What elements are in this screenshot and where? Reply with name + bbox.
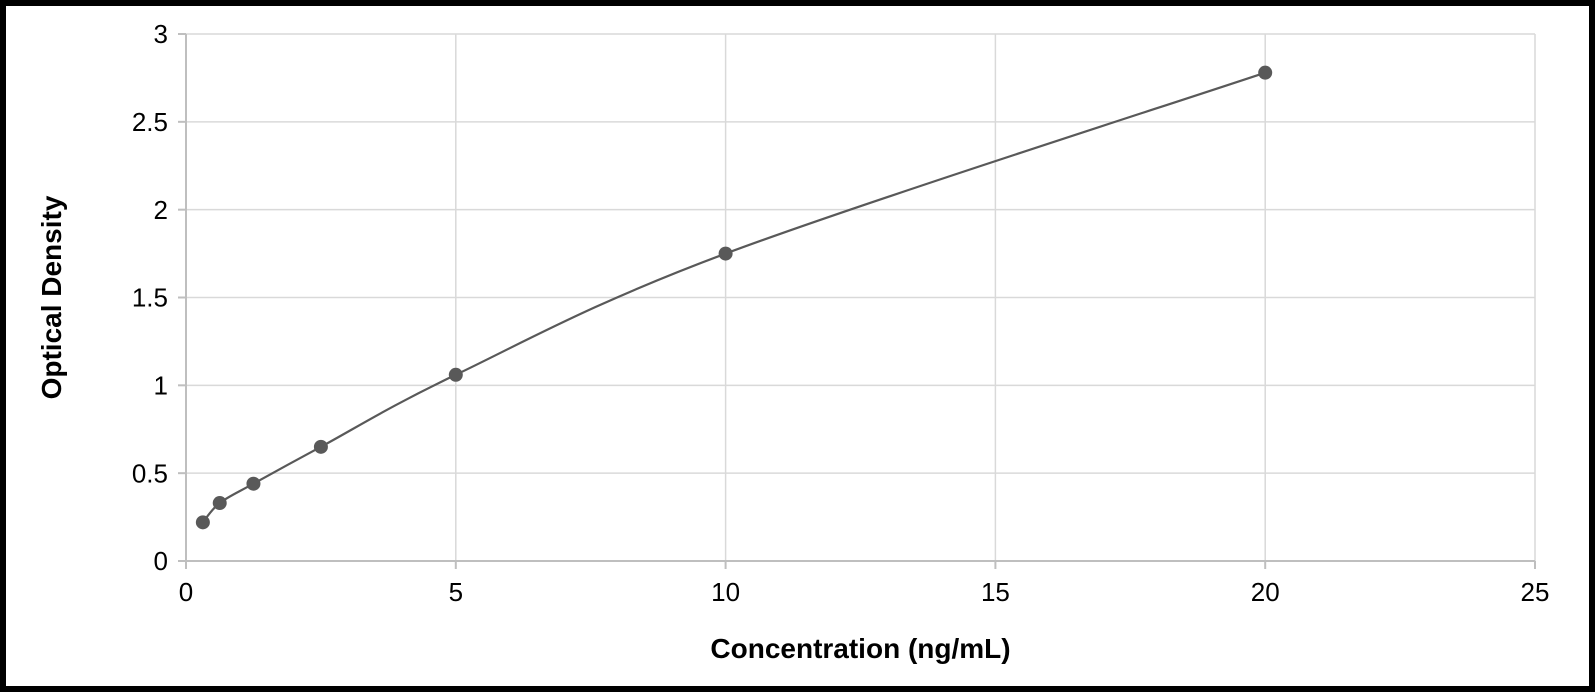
data-point-marker: [1258, 66, 1272, 80]
y-tick-label: 1: [154, 370, 168, 400]
x-tick-label: 10: [711, 577, 740, 607]
x-axis-label: Concentration (ng/mL): [710, 633, 1010, 664]
x-tick-label: 5: [449, 577, 463, 607]
x-tick-label: 0: [179, 577, 193, 607]
data-point-marker: [196, 515, 210, 529]
data-point-marker: [719, 247, 733, 261]
y-tick-label: 1.5: [132, 283, 168, 313]
y-tick-label: 2: [154, 195, 168, 225]
data-point-marker: [449, 368, 463, 382]
chart-frame: 0 5 10 15 20 25 0 0.5 1 1.5 2 2.5 3 Concentration (ng…: [0, 0, 1595, 692]
y-tick-label: 2.5: [132, 107, 168, 137]
data-point-marker: [314, 440, 328, 454]
y-tick-label: 3: [154, 19, 168, 49]
y-axis-label: Optical Density: [36, 195, 67, 399]
scatter-line-chart: 0 5 10 15 20 25 0 0.5 1 1.5 2 2.5 3 Concentration (ng…: [21, 16, 1570, 676]
chart-container: 0 5 10 15 20 25 0 0.5 1 1.5 2 2.5 3 Concentration (ng…: [21, 16, 1574, 676]
plot-background: [21, 16, 1570, 676]
x-tick-label: 25: [1521, 577, 1550, 607]
x-tick-label: 15: [981, 577, 1010, 607]
x-tick-label: 20: [1251, 577, 1280, 607]
y-tick-label: 0.5: [132, 458, 168, 488]
data-point-marker: [246, 477, 260, 491]
data-point-marker: [213, 496, 227, 510]
y-tick-label: 0: [154, 546, 168, 576]
